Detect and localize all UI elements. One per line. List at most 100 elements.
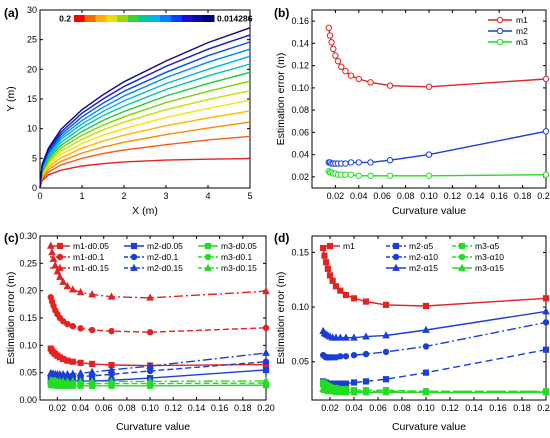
legend-marker xyxy=(496,27,504,35)
data-point xyxy=(146,293,154,301)
data-point xyxy=(337,353,344,360)
x-tick-label: 0.02 xyxy=(321,403,339,413)
data-point xyxy=(63,282,72,290)
data-point xyxy=(63,377,72,385)
legend-marker xyxy=(392,242,400,250)
data-point xyxy=(77,359,84,366)
legend-label: m3-d0.15 xyxy=(221,263,257,273)
data-point xyxy=(338,63,345,70)
legend-marker xyxy=(56,263,64,271)
data-point xyxy=(386,156,394,164)
data-point xyxy=(328,39,335,46)
legend-marker xyxy=(458,253,466,261)
data-point xyxy=(64,357,71,364)
x-tick-label: 4 xyxy=(205,191,210,201)
data-point xyxy=(355,75,362,83)
trajectory-line xyxy=(39,27,251,189)
data-point xyxy=(382,301,390,308)
colorbar-segment xyxy=(74,15,86,22)
data-point xyxy=(425,83,433,90)
x-tick-label: 0.16 xyxy=(489,403,507,413)
panel-label: (c) xyxy=(4,231,19,245)
y-axis-label: Estimation error (m) xyxy=(5,272,17,365)
data-point xyxy=(262,286,270,295)
legend-label: m3-α10 xyxy=(475,252,504,262)
data-point xyxy=(107,292,116,300)
data-point xyxy=(324,265,331,272)
y-tick-label: 0.08 xyxy=(291,105,309,115)
x-tick-label: 0.10 xyxy=(141,403,159,413)
panel-d: 0.02 0.04 0.06 0.08 0.10 0.12 0.14 0.16 0.18 0.2 0… xyxy=(274,231,550,433)
colorbar-min-label: 0.2 xyxy=(59,14,71,24)
panel-label: (a) xyxy=(4,6,19,20)
data-point xyxy=(347,159,355,166)
x-tick-label: 0.10 xyxy=(420,191,438,201)
x-tick-label: 0.20 xyxy=(537,191,550,201)
data-point xyxy=(342,67,349,75)
series-line xyxy=(328,130,547,165)
data-point xyxy=(107,377,116,385)
data-point xyxy=(326,32,334,39)
data-point xyxy=(362,388,370,396)
data-point xyxy=(355,159,362,166)
x-tick-label: 0.06 xyxy=(95,403,113,413)
legend-label: m2-α10 xyxy=(409,252,438,262)
data-point xyxy=(382,388,390,396)
series-line xyxy=(322,310,547,339)
data-point xyxy=(69,358,76,365)
legend-label: m2-α5 xyxy=(409,241,434,251)
colorbar-segment xyxy=(203,15,215,22)
x-tick-label: 0.18 xyxy=(513,403,531,413)
trajectory-line xyxy=(39,110,251,189)
legend-marker xyxy=(458,242,466,250)
colorbar-segment xyxy=(95,15,107,22)
data-point xyxy=(382,376,390,383)
data-point xyxy=(88,290,96,298)
y-tick-label: 0.00 xyxy=(19,395,37,405)
data-point xyxy=(69,323,76,330)
legend-marker xyxy=(392,253,400,261)
x-tick-label: 3 xyxy=(163,191,168,201)
legend-marker xyxy=(496,16,504,24)
legend-label: m1 xyxy=(516,15,528,25)
y-tick-label: 0.10 xyxy=(19,340,37,350)
data-point xyxy=(425,172,433,179)
data-point xyxy=(68,285,77,293)
data-point xyxy=(542,388,550,396)
data-point xyxy=(64,320,71,328)
panel-label: (b) xyxy=(274,6,289,20)
x-axis-label: Curvature value xyxy=(392,421,466,433)
x-axis-label: X (m) xyxy=(132,205,158,217)
data-point xyxy=(342,160,349,167)
colorbar-segment xyxy=(149,15,161,22)
legend-label: m1-d0.15 xyxy=(73,263,109,273)
legend-label: m3-α5 xyxy=(475,241,500,251)
data-point xyxy=(542,346,550,353)
data-point xyxy=(330,45,337,53)
y-tick-label: 5 xyxy=(32,153,37,163)
data-point xyxy=(367,159,374,166)
colorbar-segment xyxy=(160,15,172,22)
legend-label: m1-d0.05 xyxy=(73,241,109,251)
legend-label: m1-d0.1 xyxy=(73,252,104,262)
data-point xyxy=(336,388,345,396)
legend-marker xyxy=(130,263,138,271)
legend-marker xyxy=(204,253,212,261)
x-tick-label: 0.04 xyxy=(345,403,363,413)
data-point xyxy=(362,350,370,358)
y-tick-label: 30 xyxy=(27,5,37,15)
legend-marker xyxy=(496,38,504,46)
data-point xyxy=(342,171,349,178)
trajectory-line xyxy=(39,41,251,189)
y-tick-label: 0.04 xyxy=(291,150,309,160)
x-tick-label: 0.16 xyxy=(490,191,508,201)
data-point xyxy=(367,172,374,179)
data-point xyxy=(332,388,340,396)
data-point xyxy=(422,369,430,376)
y-tick-label: 15 xyxy=(27,94,37,104)
plot-frame xyxy=(311,235,547,401)
data-point xyxy=(88,367,96,376)
x-tick-label: 0.08 xyxy=(118,403,136,413)
x-tick-label: 0.14 xyxy=(465,403,483,413)
